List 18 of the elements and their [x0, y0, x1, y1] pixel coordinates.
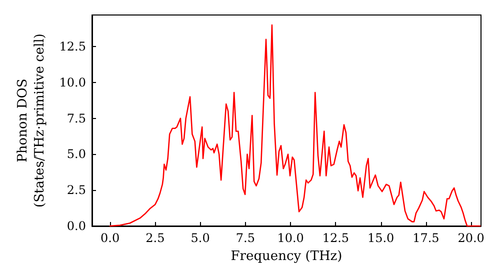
x-tick-label: 0.0 — [100, 231, 120, 245]
y-tick-label: 2.5 — [66, 183, 86, 198]
y-tick-label: 12.5 — [59, 40, 86, 54]
y-tick-label: 7.5 — [66, 111, 86, 126]
x-tick-label: 12.5 — [322, 231, 350, 245]
x-tick-label: 17.5 — [412, 231, 440, 245]
line-series — [109, 24, 481, 227]
y-axis-title: Phonon DOS (States/THz·primitive cell) — [15, 33, 48, 208]
x-tick-label: 20.0 — [458, 231, 484, 245]
y-tick-label: 10.0 — [59, 75, 86, 90]
x-tick-label: 2.5 — [146, 231, 165, 245]
y-tick-label: 5.0 — [66, 147, 86, 162]
x-tick-label: 10.0 — [277, 231, 304, 245]
x-tick-label: 5.0 — [190, 231, 210, 245]
x-tick-label: 7.5 — [236, 231, 255, 245]
x-tick-label: 15.0 — [367, 231, 394, 245]
y-tick-label: 0.0 — [66, 219, 86, 233]
x-axis-title: Frequency (THz) — [230, 249, 342, 264]
